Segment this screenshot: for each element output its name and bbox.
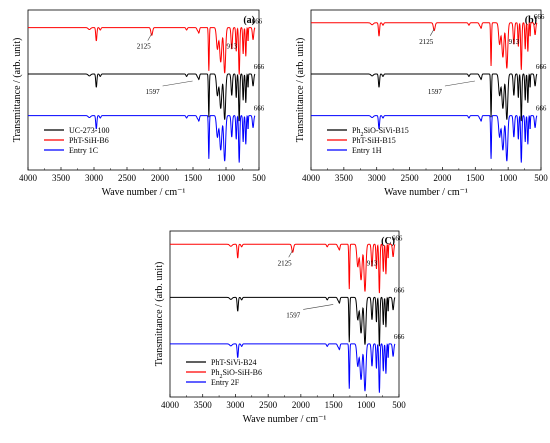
series-line-0 bbox=[311, 73, 538, 122]
annotation-label: 913 bbox=[367, 259, 378, 267]
legend-entry: Entry 2F bbox=[211, 378, 240, 387]
series-line-0 bbox=[170, 296, 396, 347]
legend-entry: PhT-SiH-B6 bbox=[69, 136, 109, 145]
x-tick-label: 3000 bbox=[85, 173, 104, 183]
x-tick-label: 3500 bbox=[52, 173, 71, 183]
annotation-arrow bbox=[429, 28, 435, 36]
annotation-label: 913 bbox=[509, 38, 520, 46]
series-line-0 bbox=[28, 73, 256, 122]
series-line-1 bbox=[311, 22, 538, 70]
x-tick-label: 1000 bbox=[357, 400, 376, 410]
x-tick-label: 3000 bbox=[368, 173, 387, 183]
x-tick-label: 500 bbox=[392, 400, 406, 410]
x-tick-label: 2500 bbox=[259, 400, 278, 410]
annotation-arrow bbox=[147, 33, 153, 41]
annotation-label: 666 bbox=[394, 333, 405, 341]
annotation-label: 2125 bbox=[137, 43, 152, 51]
plot-frame bbox=[27, 9, 260, 171]
y-axis-title: Transmittance / (arb. unit) bbox=[295, 38, 306, 143]
legend-entry: Entry 1C bbox=[69, 146, 98, 155]
x-tick-label: 1500 bbox=[184, 173, 203, 183]
series-line-1 bbox=[28, 26, 256, 75]
annotation-label: 666 bbox=[536, 63, 547, 71]
annotation-arrow bbox=[444, 80, 475, 87]
panel-label: (a) bbox=[243, 15, 255, 26]
annotation-label: 1597 bbox=[146, 88, 161, 96]
x-tick-label: 4000 bbox=[19, 173, 38, 183]
annotation-label: 666 bbox=[394, 286, 405, 294]
legend-entry: Ph2SiO-SiVi-B15 bbox=[352, 126, 409, 138]
x-tick-label: 2500 bbox=[118, 173, 137, 183]
annotation-label: 666 bbox=[254, 63, 265, 71]
panel-label: (C) bbox=[381, 236, 395, 247]
panel-label: (b) bbox=[525, 15, 537, 26]
series-line-2 bbox=[28, 114, 256, 163]
plot-frame bbox=[310, 9, 542, 171]
annotation-label: 666 bbox=[536, 105, 547, 113]
x-tick-label: 4000 bbox=[302, 173, 321, 183]
x-axis-title: Wave number / cm⁻¹ bbox=[102, 187, 186, 198]
panel-2: 4000 3500 3000 2500 2000 1500 1000 500 Wave numb… bbox=[154, 230, 406, 425]
annotation-arrow bbox=[303, 304, 334, 310]
legend-entry: UC-273-100 bbox=[69, 126, 109, 135]
annotation-label: 2125 bbox=[278, 259, 293, 267]
x-tick-label: 3500 bbox=[194, 400, 213, 410]
annotation-arrow bbox=[288, 250, 293, 258]
x-tick-label: 2000 bbox=[433, 173, 452, 183]
panel-0: 4000 3500 3000 2500 2000 1500 1000 500 Wave numb… bbox=[12, 9, 266, 198]
x-tick-label: 4000 bbox=[161, 400, 180, 410]
y-axis-title: Transmittance / (arb. unit) bbox=[12, 38, 23, 143]
annotation-label: 1597 bbox=[286, 311, 301, 319]
annotation-label: 666 bbox=[252, 18, 263, 26]
x-tick-label: 500 bbox=[534, 173, 548, 183]
annotation-arrow bbox=[162, 80, 193, 87]
x-tick-label: 2000 bbox=[151, 173, 170, 183]
series-line-2 bbox=[170, 343, 396, 393]
x-tick-label: 2000 bbox=[292, 400, 311, 410]
panel-1: 4000 3500 3000 2500 2000 1500 1000 500 Wave numb… bbox=[295, 9, 548, 198]
series-line-1 bbox=[170, 243, 396, 294]
x-tick-label: 1500 bbox=[325, 400, 344, 410]
x-axis-title: Wave number / cm⁻¹ bbox=[384, 187, 468, 198]
x-tick-label: 3000 bbox=[226, 400, 245, 410]
annotation-label: 913 bbox=[226, 43, 237, 51]
y-axis-title: Transmittance / (arb. unit) bbox=[154, 262, 165, 367]
legend-entry: Ph2SiO-SiH-B6 bbox=[211, 368, 262, 380]
annotation-label: 666 bbox=[254, 105, 265, 113]
annotation-label: 666 bbox=[534, 13, 545, 21]
annotation-label: 2125 bbox=[419, 38, 434, 46]
legend-entry: PhT-SiH-B15 bbox=[352, 136, 396, 145]
x-tick-label: 3500 bbox=[335, 173, 354, 183]
annotation-label: 666 bbox=[392, 234, 403, 242]
x-tick-label: 1500 bbox=[466, 173, 485, 183]
annotation-label: 1597 bbox=[428, 88, 443, 96]
x-tick-label: 500 bbox=[252, 173, 266, 183]
x-tick-label: 1000 bbox=[499, 173, 518, 183]
x-tick-label: 1000 bbox=[217, 173, 236, 183]
legend-entry: Entry 1H bbox=[352, 146, 382, 155]
legend-entry: PhT-SiVi-B24 bbox=[211, 358, 256, 367]
series-line-2 bbox=[311, 114, 538, 163]
x-axis-title: Wave number / cm⁻¹ bbox=[243, 414, 327, 425]
x-tick-label: 2500 bbox=[401, 173, 420, 183]
